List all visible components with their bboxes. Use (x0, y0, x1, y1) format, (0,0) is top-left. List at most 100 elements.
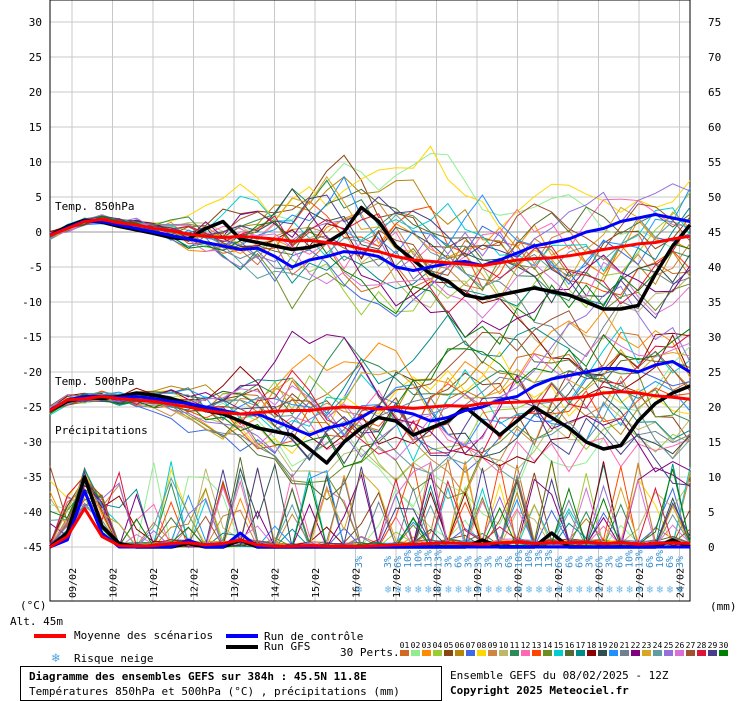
perturbation-number: 20 (608, 641, 619, 650)
snowflake-icon: ❄ (455, 583, 462, 596)
date-tick-label: 10/02 (109, 568, 120, 598)
right-tick-label: 5 (708, 506, 715, 519)
snowflake-icon: ❄ (516, 583, 523, 596)
snowflake-icon: ❄ (636, 583, 643, 596)
perturbation-swatch (466, 650, 475, 656)
snowflake-icon: ❄ (626, 583, 633, 596)
date-tick-label: 16/02 (352, 568, 363, 598)
perturbation-number: 10 (498, 641, 509, 650)
snowflake-icon: ❄ (506, 583, 513, 596)
perturbation-swatch (400, 650, 409, 656)
snow-risk-percent: 3% (605, 556, 616, 568)
date-tick-label: 11/02 (149, 568, 160, 598)
snowflake-icon: ❄ (536, 583, 543, 596)
snow-risk-percent: 13% (433, 550, 444, 568)
snow-risk-percent: 6% (504, 556, 515, 568)
snow-legend-label: Risque neige (74, 652, 154, 665)
perturbation-number: 04 (432, 641, 443, 650)
snow-risk-percent: 3% (383, 556, 394, 568)
perturbation-swatch (631, 650, 640, 656)
right-tick-label: 30 (708, 331, 721, 344)
snow-risk-percent: 10% (524, 550, 535, 568)
snow-risk-row: 3% ❄ 3% ❄ 6% ❄ 10% ❄ 10% ❄ 13% ❄ 13% ❄ 3% ❄ 6% ❄ 3% ❄ 3% ❄ 3% ❄… (354, 550, 686, 596)
perturbation-number: 22 (630, 641, 641, 650)
snowflake-icon: ❄ (435, 583, 442, 596)
snow-risk-percent: 13% (544, 550, 555, 568)
date-tick-label: 09/02 (68, 568, 79, 598)
member-t850-line (49, 145, 691, 234)
chart-subtitle: Températures 850hPa et 500hPa (°C) , pré… (29, 685, 400, 698)
perturbation-number: 09 (487, 641, 498, 650)
snowflake-icon: ❄ (495, 583, 502, 596)
perturbation-number: 16 (564, 641, 575, 650)
chart-title: Diagramme des ensembles GEFS sur 384h : … (29, 670, 367, 683)
perturbation-swatch (455, 650, 464, 656)
snow-risk-percent: 3% (443, 556, 454, 568)
plot-frame (49, 0, 691, 602)
right-tick-label: 15 (708, 436, 721, 449)
right-tick-label: 75 (708, 16, 721, 29)
snow-risk-percent: 3% (584, 556, 595, 568)
chart-labels: Temp. 850hPa Temp. 500hPa Précipitations (55, 200, 148, 437)
mean-legend-swatch (34, 634, 66, 638)
gfs-t500-line (49, 384, 691, 465)
perturbation-swatch (422, 650, 431, 656)
perturbation-number: 15 (553, 641, 564, 650)
perturbations-label: 30 Perts. (340, 646, 400, 659)
perturbation-swatch (488, 650, 497, 656)
left-tick-label: -45 (22, 541, 42, 554)
date-tick-label: 23/02 (635, 568, 646, 598)
perturbation-swatch (532, 650, 541, 656)
perturbation-swatch (477, 650, 486, 656)
perturbation-number: 03 (421, 641, 432, 650)
control-t500-line (49, 360, 691, 437)
right-tick-label: 25 (708, 366, 721, 379)
control-legend-swatch (226, 634, 258, 638)
snowflake-icon: ❄ (445, 583, 452, 596)
snow-risk-percent: 3% (484, 556, 495, 568)
perturbation-swatch (642, 650, 651, 656)
right-tick-label: 70 (708, 51, 721, 64)
snow-risk-percent: 6% (615, 556, 626, 568)
perturbation-swatch (620, 650, 629, 656)
snow-risk-percent: 3% (464, 556, 475, 568)
member-t500-line (49, 364, 691, 473)
snow-risk-percent: 3% (675, 556, 686, 568)
date-tick-label: 21/02 (554, 568, 565, 598)
perturbation-number: 07 (465, 641, 476, 650)
left-tick-label: -20 (22, 366, 42, 379)
perturbation-swatch (576, 650, 585, 656)
member-precip-line (49, 466, 691, 548)
perturbation-swatch (686, 650, 695, 656)
perturbation-number: 30 (718, 641, 729, 650)
perturbation-swatch (521, 650, 530, 656)
snowflake-icon: ❄ (556, 583, 563, 596)
mean-legend-label: Moyenne des scénarios (74, 629, 214, 642)
perturbation-swatch (411, 650, 420, 656)
perturbation-number: 01 (399, 641, 410, 650)
left-tick-label: -40 (22, 506, 42, 519)
perturbation-number: 26 (674, 641, 685, 650)
snow-risk-percent: 10% (625, 550, 636, 568)
snow-risk-percent: 6% (554, 556, 565, 568)
snowflake-icon: ❄ (566, 583, 573, 596)
mean-precip-line (49, 507, 691, 549)
left-tick-label: 0 (35, 226, 42, 239)
date-tick-label: 15/02 (311, 568, 322, 598)
left-tick-label: -10 (22, 296, 42, 309)
snow-risk-percent: 6% (594, 556, 605, 568)
perturbation-number: 27 (685, 641, 696, 650)
snowflake-icon: ❄ (616, 583, 623, 596)
member-t850-line (49, 215, 691, 345)
panel-label-precip: Précipitations (55, 424, 148, 437)
chart-axes: 302520151050-5-10-15-20-25-30-35-40-4575… (22, 0, 721, 602)
left-tick-label: 15 (29, 121, 42, 134)
member-t500-line (49, 336, 691, 501)
perturbation-swatch (598, 650, 607, 656)
snow-risk-percent: 10% (514, 550, 525, 568)
snow-risk-percent: 6% (564, 556, 575, 568)
snowflake-icon: ❄ (475, 583, 482, 596)
panel-label-t850: Temp. 850hPa (55, 200, 134, 213)
perturbation-number: 08 (476, 641, 487, 650)
